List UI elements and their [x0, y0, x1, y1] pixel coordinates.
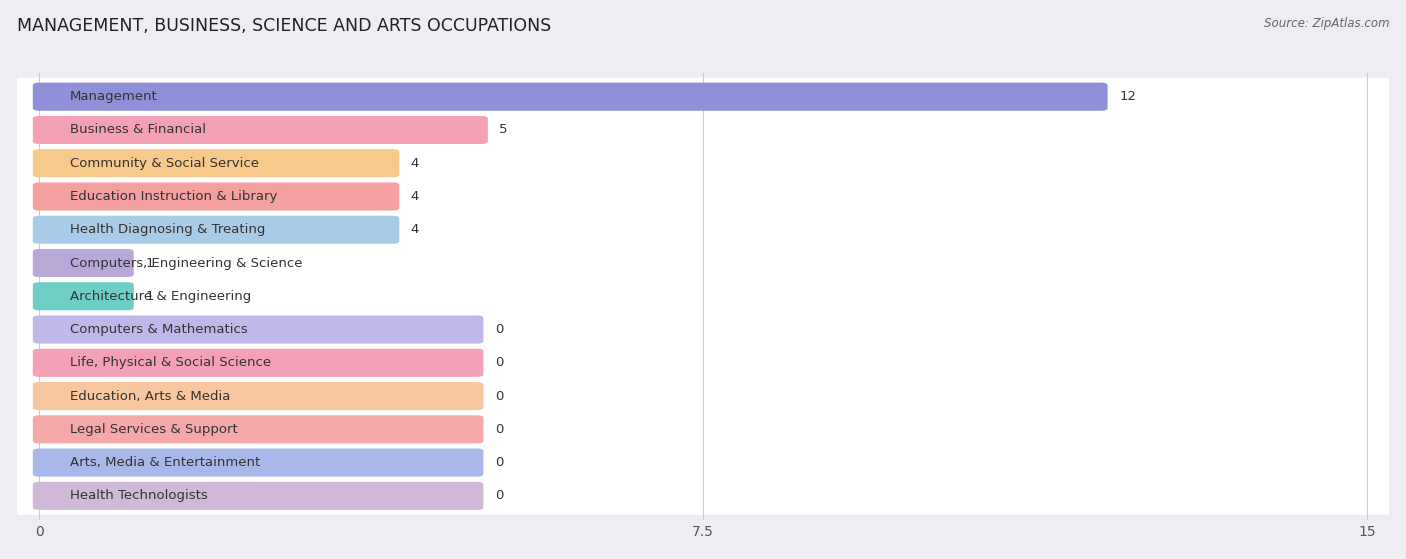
FancyBboxPatch shape [10, 178, 1396, 215]
Text: MANAGEMENT, BUSINESS, SCIENCE AND ARTS OCCUPATIONS: MANAGEMENT, BUSINESS, SCIENCE AND ARTS O… [17, 17, 551, 35]
Text: 4: 4 [411, 157, 419, 170]
Text: Education Instruction & Library: Education Instruction & Library [70, 190, 277, 203]
Text: Architecture & Engineering: Architecture & Engineering [70, 290, 252, 303]
Text: Legal Services & Support: Legal Services & Support [70, 423, 238, 436]
FancyBboxPatch shape [10, 444, 1396, 481]
FancyBboxPatch shape [10, 78, 1396, 116]
Text: 4: 4 [411, 223, 419, 236]
Text: Computers & Mathematics: Computers & Mathematics [70, 323, 247, 336]
FancyBboxPatch shape [32, 315, 484, 344]
FancyBboxPatch shape [32, 216, 399, 244]
FancyBboxPatch shape [32, 382, 484, 410]
FancyBboxPatch shape [10, 477, 1396, 515]
FancyBboxPatch shape [10, 377, 1396, 415]
FancyBboxPatch shape [10, 277, 1396, 315]
FancyBboxPatch shape [10, 144, 1396, 182]
Text: Arts, Media & Entertainment: Arts, Media & Entertainment [70, 456, 260, 469]
FancyBboxPatch shape [10, 311, 1396, 348]
Text: Health Technologists: Health Technologists [70, 489, 208, 503]
FancyBboxPatch shape [32, 182, 399, 211]
Text: 0: 0 [495, 489, 503, 503]
FancyBboxPatch shape [32, 448, 484, 477]
Text: 5: 5 [499, 124, 508, 136]
FancyBboxPatch shape [10, 410, 1396, 448]
Text: Source: ZipAtlas.com: Source: ZipAtlas.com [1264, 17, 1389, 30]
Text: Education, Arts & Media: Education, Arts & Media [70, 390, 231, 402]
Text: Community & Social Service: Community & Social Service [70, 157, 259, 170]
Text: Business & Financial: Business & Financial [70, 124, 207, 136]
FancyBboxPatch shape [10, 111, 1396, 149]
Text: 4: 4 [411, 190, 419, 203]
Text: Computers, Engineering & Science: Computers, Engineering & Science [70, 257, 302, 269]
Text: 0: 0 [495, 323, 503, 336]
FancyBboxPatch shape [10, 344, 1396, 382]
FancyBboxPatch shape [32, 415, 484, 443]
Text: 12: 12 [1119, 90, 1136, 103]
Text: 1: 1 [145, 290, 153, 303]
Text: Management: Management [70, 90, 157, 103]
Text: 0: 0 [495, 423, 503, 436]
FancyBboxPatch shape [10, 211, 1396, 249]
Text: 1: 1 [145, 257, 153, 269]
Text: 0: 0 [495, 456, 503, 469]
FancyBboxPatch shape [32, 149, 399, 177]
FancyBboxPatch shape [32, 282, 134, 310]
FancyBboxPatch shape [32, 249, 134, 277]
Text: 0: 0 [495, 390, 503, 402]
Text: Life, Physical & Social Science: Life, Physical & Social Science [70, 356, 271, 369]
FancyBboxPatch shape [32, 83, 1108, 111]
Text: 0: 0 [495, 356, 503, 369]
FancyBboxPatch shape [32, 482, 484, 510]
FancyBboxPatch shape [32, 349, 484, 377]
FancyBboxPatch shape [10, 244, 1396, 282]
Text: Health Diagnosing & Treating: Health Diagnosing & Treating [70, 223, 266, 236]
FancyBboxPatch shape [32, 116, 488, 144]
